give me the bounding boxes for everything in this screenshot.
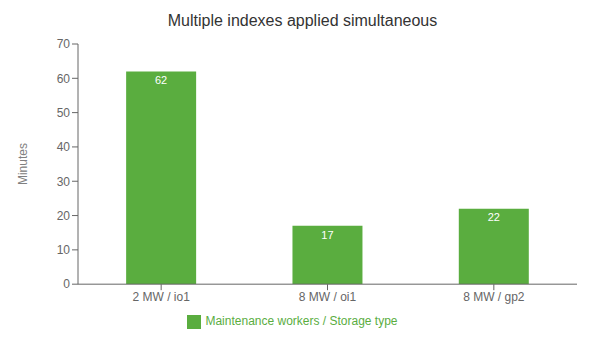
svg-text:17: 17 — [321, 229, 333, 241]
html-text:Multiple indexes applied simul: Multiple indexes applied simultaneous — [167, 12, 438, 29]
svg-text:62: 62 — [155, 74, 167, 86]
svg-text:Minutes: Minutes — [16, 143, 30, 185]
svg-text:60: 60 — [57, 72, 71, 86]
svg-text:2 MW / io1: 2 MW / io1 — [132, 290, 190, 304]
svg-text:70: 70 — [57, 37, 71, 51]
svg-text:10: 10 — [57, 243, 71, 257]
svg-text:40: 40 — [57, 140, 71, 154]
html-text:Maintenance workers / Storage: Maintenance workers / Storage type — [205, 314, 398, 329]
svg-text:8 MW / gp2: 8 MW / gp2 — [463, 290, 525, 304]
svg-text:50: 50 — [57, 106, 71, 120]
svg-text:20: 20 — [57, 209, 71, 223]
svg-text:8 MW / oi1: 8 MW / oi1 — [299, 290, 357, 304]
svg-text:0: 0 — [63, 277, 70, 291]
svg-text:22: 22 — [488, 211, 500, 223]
svg-text:30: 30 — [57, 175, 71, 189]
